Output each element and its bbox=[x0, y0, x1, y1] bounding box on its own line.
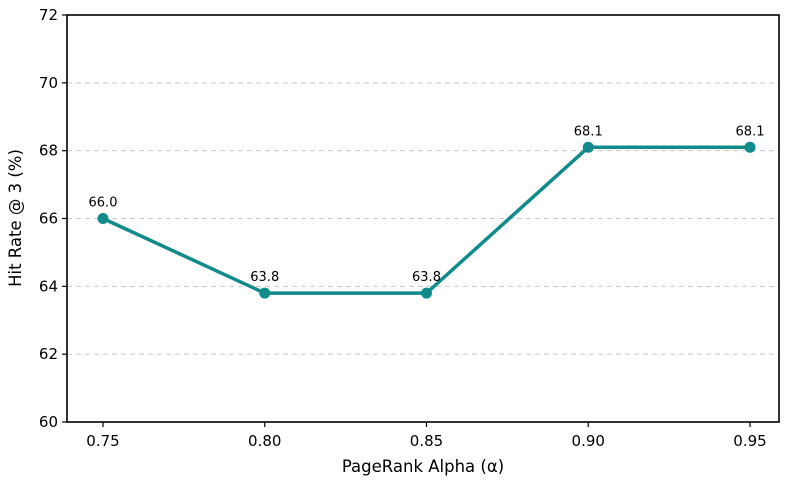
x-tick-label: 0.95 bbox=[733, 432, 766, 450]
data-point bbox=[744, 141, 756, 153]
y-tick-label: 68 bbox=[39, 142, 58, 160]
x-tick-label: 0.85 bbox=[410, 432, 443, 450]
point-label: 63.8 bbox=[412, 270, 441, 285]
y-tick-label: 62 bbox=[39, 345, 58, 363]
data-point bbox=[259, 287, 271, 299]
data-point bbox=[97, 213, 109, 224]
point-label: 66.0 bbox=[89, 196, 118, 211]
x-tick-label: 0.75 bbox=[86, 432, 119, 450]
x-tick-label: 0.90 bbox=[572, 432, 605, 450]
point-label: 68.1 bbox=[736, 124, 765, 139]
x-axis-label: PageRank Alpha (α) bbox=[342, 457, 504, 476]
y-tick-label: 72 bbox=[39, 6, 58, 24]
point-label: 63.8 bbox=[250, 270, 279, 285]
x-tick-label: 0.80 bbox=[248, 432, 281, 450]
y-axis-label: Hit Rate @ 3 (%) bbox=[6, 149, 25, 287]
data-point bbox=[421, 287, 432, 299]
point-label: 68.1 bbox=[574, 124, 603, 139]
plot-border bbox=[66, 14, 780, 423]
y-tick-label: 66 bbox=[39, 210, 58, 228]
y-tick-label: 60 bbox=[39, 413, 58, 431]
y-tick-label: 64 bbox=[39, 277, 58, 295]
plot-area: 60 62 64 66 68 70 72 0.75 0.80 0.85 0.90 0.95 66.0 63… bbox=[39, 6, 780, 450]
data-point bbox=[582, 141, 594, 153]
y-tick-label: 70 bbox=[39, 74, 58, 92]
